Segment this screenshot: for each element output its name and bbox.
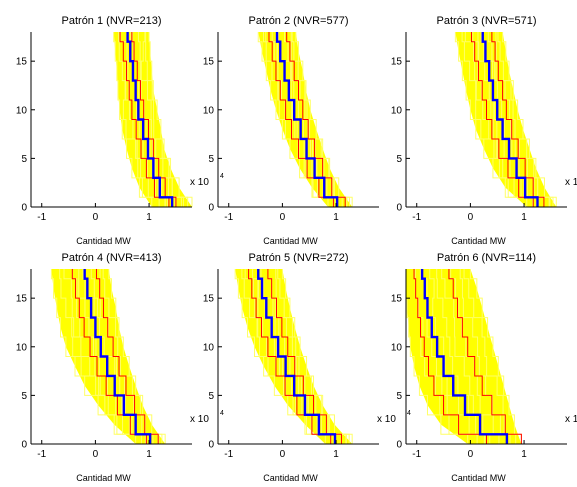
x-tick-label: 1 bbox=[521, 449, 527, 460]
x-tick-label: 0 bbox=[468, 449, 474, 460]
x-multiplier-label: x 10 bbox=[190, 414, 209, 425]
y-tick-label: 5 bbox=[21, 154, 27, 165]
series-upper-quantile bbox=[448, 269, 522, 444]
x-axis-label: Cantidad MW bbox=[263, 473, 318, 483]
y-tick-label: 5 bbox=[208, 391, 214, 402]
series-lower-envelope bbox=[257, 32, 329, 207]
chart-title: Patrón 3 (NVR=571) bbox=[437, 15, 537, 27]
y-tick-label: 10 bbox=[391, 105, 403, 116]
y-tick-label: 15 bbox=[203, 57, 215, 68]
scenario-trace bbox=[140, 32, 184, 207]
series-upper-envelope bbox=[108, 269, 166, 444]
chart-title: Patrón 5 (NVR=272) bbox=[249, 252, 349, 264]
subplot-3: 0 5 10 15 -1 0 1 Patrón 3 (NVR=571) Cantidad MW x… bbox=[391, 15, 577, 246]
series-upper-envelope bbox=[469, 269, 522, 444]
x-multiplier-exponent: 4 bbox=[407, 410, 411, 417]
series-upper-envelope bbox=[281, 269, 353, 444]
series-lower-quantile bbox=[268, 32, 334, 207]
series-lower-envelope bbox=[113, 32, 153, 207]
x-tick-label: 0 bbox=[93, 449, 99, 460]
x-tick-label: 0 bbox=[468, 212, 474, 223]
y-tick-label: 5 bbox=[208, 154, 214, 165]
x-tick-label: -1 bbox=[412, 449, 421, 460]
x-tick-label: 0 bbox=[280, 449, 286, 460]
subplot-1: 0 5 10 15 -1 0 1 Patrón 1 (NVR=213) Cantidad MW x… bbox=[16, 15, 224, 246]
x-multiplier-label: x 10 bbox=[190, 177, 209, 188]
x-axis-label: Cantidad MW bbox=[451, 473, 506, 483]
y-tick-label: 0 bbox=[21, 440, 27, 451]
series-lower-envelope bbox=[234, 269, 326, 444]
x-tick-label: -1 bbox=[224, 449, 233, 460]
series-upper-envelope bbox=[295, 32, 353, 207]
series-lower-envelope bbox=[454, 32, 528, 207]
x-tick-label: 1 bbox=[146, 449, 152, 460]
x-axis-label: Cantidad MW bbox=[76, 473, 131, 483]
y-tick-label: 10 bbox=[16, 105, 28, 116]
x-tick-label: -1 bbox=[224, 212, 233, 223]
y-tick-label: 0 bbox=[21, 203, 27, 214]
y-tick-label: 10 bbox=[391, 342, 403, 353]
y-tick-label: 5 bbox=[396, 391, 402, 402]
x-tick-label: 0 bbox=[280, 212, 286, 223]
x-tick-label: -1 bbox=[412, 212, 421, 223]
y-tick-label: 15 bbox=[391, 294, 403, 305]
x-tick-label: 1 bbox=[333, 449, 339, 460]
x-multiplier-label: x 10 bbox=[565, 414, 577, 425]
x-axis-label: Cantidad MW bbox=[451, 236, 506, 246]
x-multiplier-label: x 10 bbox=[377, 414, 396, 425]
subplot-6: 0 5 10 15 -1 0 1 Patrón 6 (NVR=114) Cantidad MW x… bbox=[391, 252, 577, 483]
x-tick-label: 1 bbox=[521, 212, 527, 223]
series-median bbox=[481, 32, 539, 207]
x-tick-label: 1 bbox=[333, 212, 339, 223]
y-tick-label: 5 bbox=[396, 154, 402, 165]
series-median bbox=[83, 269, 152, 444]
y-tick-label: 15 bbox=[16, 294, 28, 305]
series-lower-envelope bbox=[50, 269, 137, 444]
series-upper-quantile bbox=[491, 32, 545, 207]
y-tick-label: 15 bbox=[16, 57, 28, 68]
series-median bbox=[275, 32, 339, 207]
series-lower-quantile bbox=[119, 32, 170, 207]
subplot-5: 0 5 10 15 -1 0 1 Patrón 5 (NVR=272) Cantidad MW x… bbox=[203, 252, 411, 483]
y-tick-label: 0 bbox=[208, 203, 214, 214]
y-tick-label: 15 bbox=[203, 294, 215, 305]
y-tick-label: 10 bbox=[203, 105, 215, 116]
x-multiplier-exponent: 4 bbox=[220, 173, 224, 180]
series-upper-envelope bbox=[502, 32, 557, 207]
y-tick-label: 0 bbox=[396, 440, 402, 451]
x-axis-label: Cantidad MW bbox=[76, 236, 131, 246]
chart-title: Patrón 4 (NVR=413) bbox=[62, 252, 162, 264]
y-tick-label: 15 bbox=[391, 57, 403, 68]
series-lower-envelope bbox=[405, 269, 469, 444]
series-median bbox=[126, 32, 174, 207]
series-upper-quantile bbox=[131, 32, 177, 207]
y-tick-label: 0 bbox=[396, 203, 402, 214]
x-tick-label: 0 bbox=[93, 212, 99, 223]
series-upper-quantile bbox=[286, 32, 346, 207]
x-multiplier-label: x 10 bbox=[565, 177, 577, 188]
x-tick-label: 1 bbox=[146, 212, 152, 223]
y-tick-label: 10 bbox=[16, 342, 28, 353]
series-lower-quantile bbox=[470, 32, 534, 207]
subplot-2: 0 5 10 15 -1 0 1 Patrón 2 (NVR=577) Cantidad MW bbox=[203, 15, 379, 246]
series-median bbox=[257, 269, 337, 444]
chart-title: Patrón 1 (NVR=213) bbox=[62, 15, 162, 27]
x-multiplier-exponent: 4 bbox=[220, 410, 224, 417]
x-tick-label: -1 bbox=[37, 449, 46, 460]
x-tick-label: -1 bbox=[37, 212, 46, 223]
y-tick-label: 5 bbox=[21, 391, 27, 402]
series-median bbox=[420, 269, 509, 444]
chart-title: Patrón 2 (NVR=577) bbox=[249, 15, 349, 27]
x-axis-label: Cantidad MW bbox=[263, 236, 318, 246]
y-tick-label: 0 bbox=[208, 440, 214, 451]
y-tick-label: 10 bbox=[203, 342, 215, 353]
subplot-4: 0 5 10 15 -1 0 1 Patrón 4 (NVR=413) Cantidad MW x… bbox=[16, 252, 224, 483]
series-lower-quantile bbox=[413, 269, 487, 444]
series-upper-envelope bbox=[148, 32, 193, 207]
series-upper-quantile bbox=[95, 269, 159, 444]
chart-title: Patrón 6 (NVR=114) bbox=[437, 252, 536, 264]
